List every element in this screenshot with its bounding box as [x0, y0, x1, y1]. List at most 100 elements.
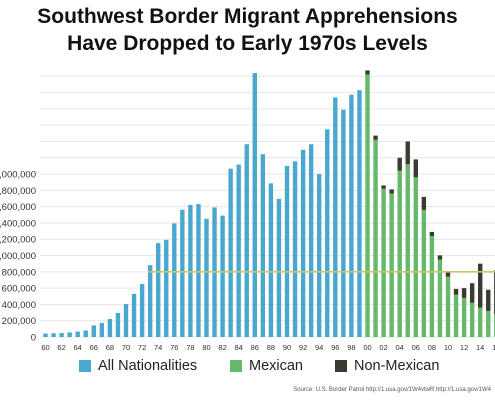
bar-all-nationalities-1994 — [317, 174, 322, 337]
x-tick-label: 14 — [476, 343, 484, 352]
bar-all-nationalities-1963 — [67, 332, 72, 337]
bar-non-mexican-2003 — [389, 189, 394, 194]
x-tick-label: 00 — [363, 343, 371, 352]
bar-non-mexican-2004 — [397, 157, 402, 171]
x-tick-label: 02 — [379, 343, 387, 352]
x-tick-label: 86 — [251, 343, 259, 352]
bar-mexican-2012 — [461, 297, 467, 337]
bar-mexican-2004 — [397, 170, 402, 337]
y-tick-label: 1,200,000 — [0, 235, 36, 246]
bar-all-nationalities-1988 — [268, 183, 274, 337]
x-tick-label: 10 — [444, 343, 452, 352]
x-tick-label: 84 — [235, 343, 243, 352]
bar-non-mexican-2014 — [478, 263, 483, 308]
bar-non-mexican-2002 — [381, 185, 386, 189]
bar-mexican-2005 — [405, 164, 410, 337]
legend-item-non-mexican: Non-Mexican — [335, 358, 439, 374]
bar-all-nationalities-1969 — [115, 313, 121, 337]
x-tick-label: 74 — [154, 343, 162, 352]
x-tick-label: 66 — [90, 343, 98, 352]
x-tick-label: 98 — [347, 343, 355, 352]
legend-swatch-mexican — [230, 360, 242, 372]
bar-all-nationalities-1991 — [292, 161, 298, 337]
x-tick-label: 68 — [106, 343, 114, 352]
y-tick-label: 800,000 — [2, 267, 36, 278]
bar-all-nationalities-1993 — [308, 144, 314, 337]
bar-non-mexican-2007 — [421, 196, 427, 210]
x-tick-label: 60 — [41, 343, 49, 352]
bar-all-nationalities-1960 — [43, 333, 48, 337]
y-tick-label: 1,800,000 — [0, 186, 36, 197]
x-tick-label: 80 — [202, 343, 210, 352]
x-tick-label: 90 — [283, 343, 291, 352]
legend-swatch-all-nationalities — [79, 360, 91, 372]
bar-all-nationalities-1992 — [300, 149, 306, 337]
x-tick-label: 72 — [138, 343, 146, 352]
chart-title-line-2: Have Dropped to Early 1970s Levels — [67, 32, 428, 55]
bar-non-mexican-2013 — [469, 283, 475, 303]
bar-all-nationalities-1996 — [333, 97, 338, 337]
bar-mexican-2014 — [478, 307, 483, 337]
bar-mexican-2006 — [413, 177, 418, 337]
bar-all-nationalities-1965 — [83, 330, 88, 337]
bar-mexican-2002 — [381, 188, 386, 337]
y-tick-label: 1,600,000 — [0, 202, 36, 213]
bar-all-nationalities-1961 — [51, 333, 56, 337]
bar-mexican-2001 — [373, 139, 378, 337]
bar-all-nationalities-1976 — [172, 223, 177, 337]
x-tick-label: 06 — [412, 343, 420, 352]
y-tick-label: 200,000 — [2, 316, 36, 327]
source-note: Source: U.S. Border Patrol http://1.usa.… — [293, 387, 491, 393]
bar-all-nationalities-1977 — [180, 209, 185, 337]
bar-all-nationalities-1986 — [252, 73, 257, 338]
bar-all-nationalities-1998 — [349, 94, 354, 337]
legend-label-all-nationalities: All Nationalities — [98, 358, 198, 374]
bar-all-nationalities-1995 — [325, 129, 330, 337]
x-tick-label: 08 — [428, 343, 436, 352]
bar-mexican-2008 — [429, 235, 435, 337]
x-tick-label: 62 — [57, 343, 65, 352]
bar-all-nationalities-1964 — [75, 331, 80, 337]
bar-all-nationalities-1966 — [91, 325, 96, 337]
x-tick-label: 92 — [299, 343, 307, 352]
legend-swatch-non-mexican — [335, 360, 347, 372]
bar-all-nationalities-1972 — [139, 284, 145, 337]
bar-mexican-2003 — [389, 193, 394, 337]
bar-all-nationalities-1980 — [204, 218, 209, 337]
bar-all-nationalities-1983 — [228, 168, 233, 337]
apprehensions-bar-chart: 0 200,000 400,000 600,000 800,000 1,000,000 1,… — [0, 70, 495, 352]
chart-title: Southwest Border Migrant Apprehensions H… — [0, 3, 495, 57]
y-tick-label: 0 — [31, 333, 36, 344]
x-tick-label: 16 — [492, 343, 495, 352]
y-tick-label: 1,000,000 — [0, 251, 36, 262]
bar-all-nationalities-1978 — [188, 204, 193, 337]
y-tick-label: 2,000,000 — [0, 170, 36, 181]
x-tick-label: 82 — [218, 343, 226, 352]
x-tick-label: 78 — [186, 343, 194, 352]
bar-all-nationalities-1987 — [260, 154, 266, 337]
x-tick-label: 70 — [122, 343, 130, 352]
legend-item-all-nationalities: All Nationalities — [79, 358, 197, 374]
bar-non-mexican-2009 — [437, 255, 443, 260]
bar-all-nationalities-1968 — [107, 319, 113, 337]
bar-all-nationalities-1974 — [156, 243, 161, 337]
bar-all-nationalities-1979 — [196, 204, 201, 337]
y-tick-label: 600,000 — [2, 284, 36, 295]
bar-mexican-2013 — [469, 302, 475, 337]
legend-label-non-mexican: Non-Mexican — [354, 358, 440, 374]
bar-non-mexican-2015 — [486, 289, 491, 311]
bar-non-mexican-2012 — [461, 288, 467, 298]
bar-mexican-2009 — [437, 259, 443, 337]
y-tick-label: 1,400,000 — [0, 218, 36, 229]
x-tick-label: 88 — [267, 343, 275, 352]
x-tick-label: 76 — [170, 343, 178, 352]
bar-mexican-2000 — [365, 74, 370, 337]
bar-non-mexican-2006 — [413, 159, 418, 178]
bar-non-mexican-2001 — [373, 135, 378, 140]
x-tick-label: 94 — [315, 343, 323, 352]
bar-all-nationalities-1973 — [147, 265, 153, 337]
bar-all-nationalities-1982 — [220, 215, 225, 337]
bar-all-nationalities-1990 — [284, 165, 290, 337]
legend: All Nationalities Mexican Non-Mexican — [0, 358, 495, 378]
bar-all-nationalities-1984 — [236, 164, 241, 337]
